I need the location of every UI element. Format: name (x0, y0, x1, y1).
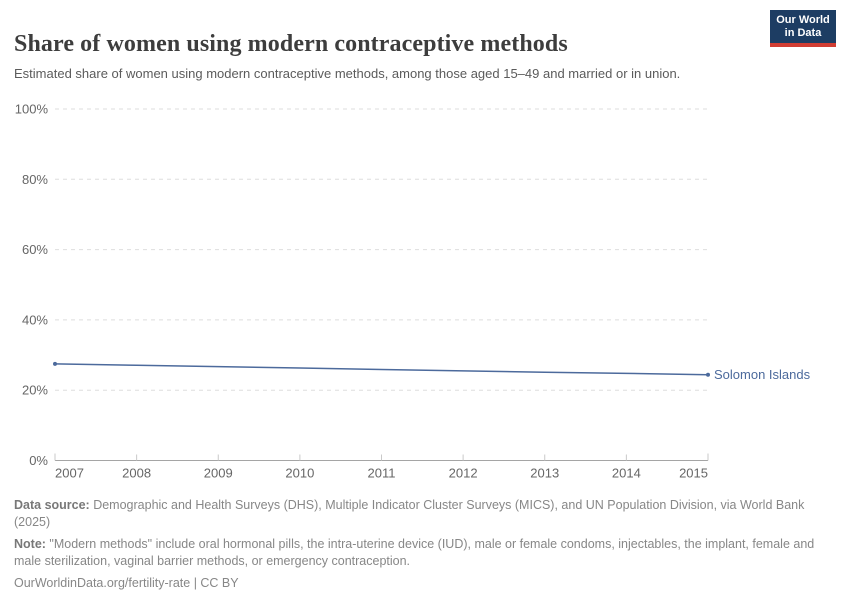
x-axis-tick-label: 2007 (55, 466, 84, 481)
line-series[interactable] (54, 363, 709, 376)
data-point[interactable] (53, 361, 57, 366)
x-axis-tick-label: 2014 (612, 466, 641, 481)
series-label[interactable]: Solomon Islands (714, 367, 811, 382)
data-source-note: Data source: Demographic and Health Surv… (14, 497, 826, 530)
data-source-label: Data source: (14, 498, 90, 512)
methods-note: Note: "Modern methods" include oral horm… (14, 536, 826, 569)
y-axis-tick-label: 40% (22, 312, 48, 327)
x-axis-tick-label: 2013 (530, 466, 559, 481)
x-axis-tick-label: 2015 (679, 466, 708, 481)
note-label: Note: (14, 537, 46, 551)
footer-url[interactable]: OurWorldinData.org/fertility-rate | CC B… (14, 576, 239, 590)
x-axis-tick-label: 2009 (204, 466, 233, 481)
chart-subtitle: Estimated share of women using modern co… (14, 66, 681, 81)
owid-logo-line2: in Data (784, 27, 822, 39)
y-axis-tick-label: 80% (22, 172, 48, 187)
owid-logo: Our World in Data (770, 10, 836, 47)
y-axis-tick-label: 60% (22, 242, 48, 257)
chart-footer: Data source: Demographic and Health Surv… (14, 497, 826, 598)
x-axis-tick-label: 2010 (285, 466, 314, 481)
x-axis-tick-label: 2008 (122, 466, 151, 481)
page-title: Share of women using modern contraceptiv… (14, 31, 568, 58)
x-axis-tick-label: 2012 (449, 466, 478, 481)
data-source-text: Demographic and Health Surveys (DHS), Mu… (14, 498, 805, 529)
owid-logo-line1: Our World (776, 14, 830, 26)
y-axis-tick-label: 20% (22, 383, 48, 398)
data-point[interactable] (706, 372, 710, 377)
note-text: "Modern methods" include oral hormonal p… (14, 537, 815, 568)
y-axis-tick-label: 0% (29, 453, 48, 468)
x-axis-tick-label: 2011 (368, 466, 396, 481)
y-axis-tick-label: 100% (15, 102, 49, 117)
